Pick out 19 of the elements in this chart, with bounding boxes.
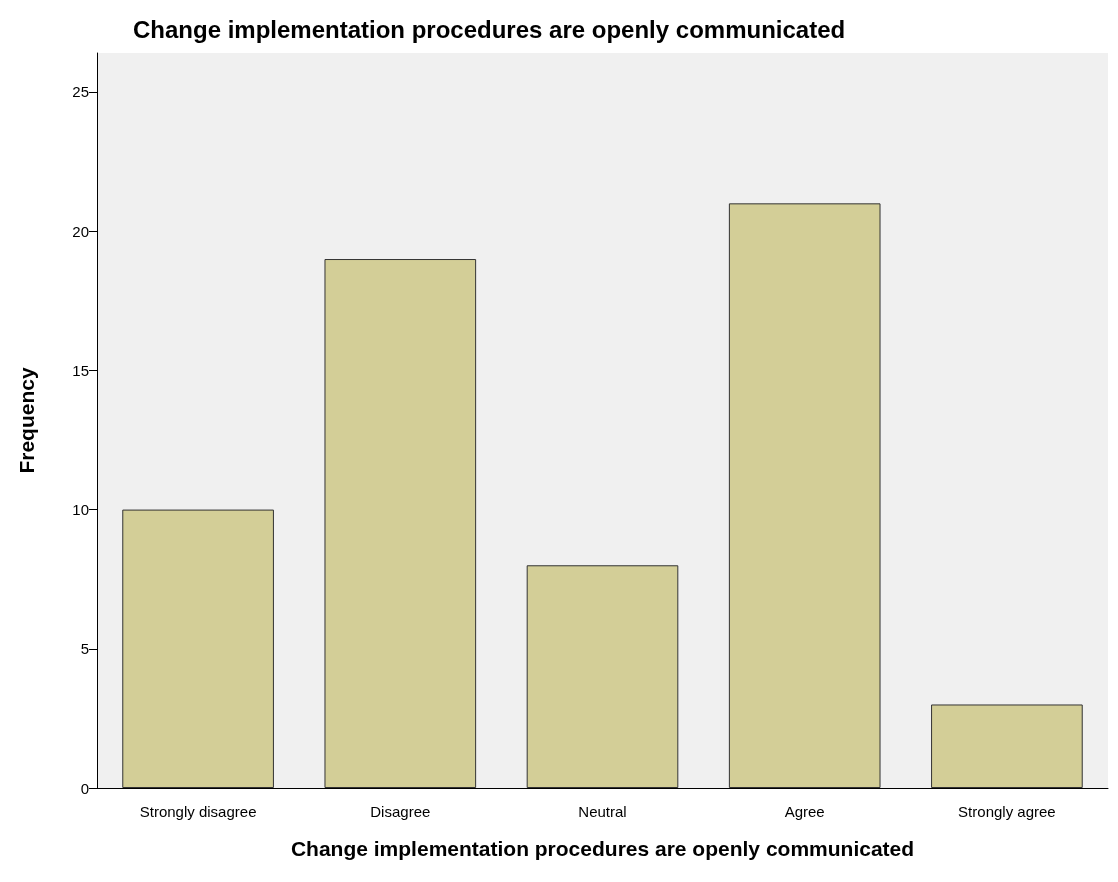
bar (931, 704, 1083, 788)
y-tick-label: 5 (80, 640, 89, 658)
x-tick-label: Disagree (370, 803, 431, 820)
y-tick-label: 20 (72, 222, 89, 240)
x-tick-label: Strongly disagree (139, 803, 257, 820)
bar (526, 565, 679, 788)
y-axis-title: Frequency (15, 367, 38, 474)
x-tick-label: Neutral (578, 803, 627, 820)
x-tick-label: Strongly agree (958, 803, 1056, 820)
y-tick-label: 25 (72, 83, 89, 101)
x-tick-label: Agree (784, 803, 825, 820)
y-tick-label: 10 (72, 501, 89, 519)
bar (728, 203, 881, 788)
y-tick-label: 15 (72, 361, 89, 379)
chart-title: Change implementation procedures are openly communicated (133, 15, 846, 43)
bar (122, 509, 274, 788)
x-axis-title: Change implementation procedures are openly communicated (290, 837, 915, 860)
bar (324, 259, 477, 788)
y-tick-label: 0 (80, 779, 89, 797)
